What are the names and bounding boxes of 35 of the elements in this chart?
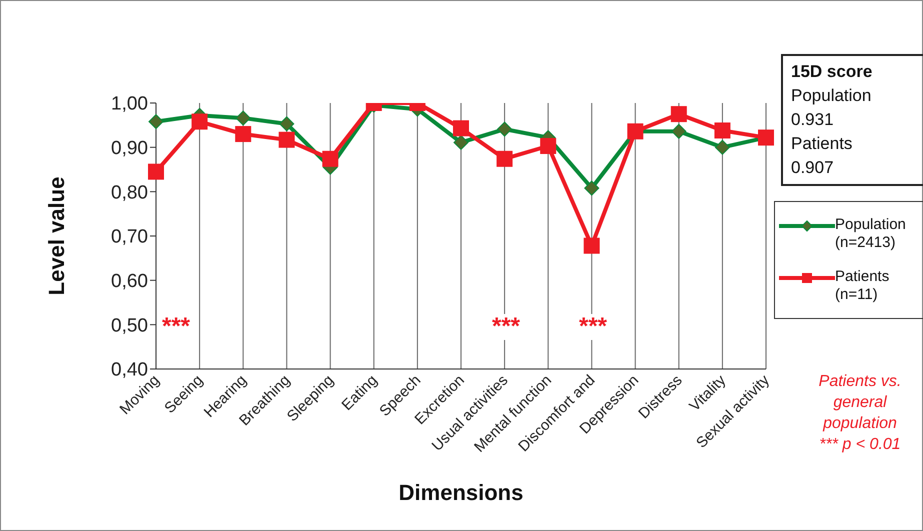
point [148, 164, 164, 180]
x-axis-title: Dimensions [398, 480, 524, 505]
annotation: *** [161, 313, 192, 340]
legend-label: Patients (n=11) [835, 268, 890, 304]
point [496, 150, 513, 167]
legend-label: Population (n=2413) [835, 216, 907, 252]
point [497, 122, 512, 137]
point [236, 110, 251, 126]
y-tick-label: 1,00 [111, 94, 148, 115]
point [584, 180, 600, 196]
y-tick-label: 0,80 [111, 182, 148, 204]
annotation: *** [491, 313, 522, 340]
point [279, 116, 294, 132]
point [148, 114, 164, 130]
y-tick-label: 0,40 [111, 360, 148, 381]
point [278, 132, 295, 148]
y-axis-title: Level value [44, 176, 69, 296]
point [192, 114, 208, 130]
point [235, 126, 252, 142]
text: 15D score Population 0.931 Patients 0.907 [791, 61, 874, 179]
y-tick-label: 0,60 [111, 271, 148, 292]
point [714, 122, 730, 138]
y-tick-label: 0,70 [111, 226, 148, 248]
point [584, 238, 600, 254]
text: Patients vs. general population *** p < 0.01 [818, 372, 902, 455]
point [671, 124, 686, 139]
point [322, 150, 338, 167]
point [454, 134, 468, 150]
point [453, 120, 469, 136]
annotation: *** [578, 313, 608, 340]
point [714, 140, 730, 155]
y-tick-label: 0,90 [111, 138, 148, 160]
point [670, 106, 687, 122]
y-tick-label: 0,50 [111, 315, 148, 336]
point [540, 138, 556, 154]
